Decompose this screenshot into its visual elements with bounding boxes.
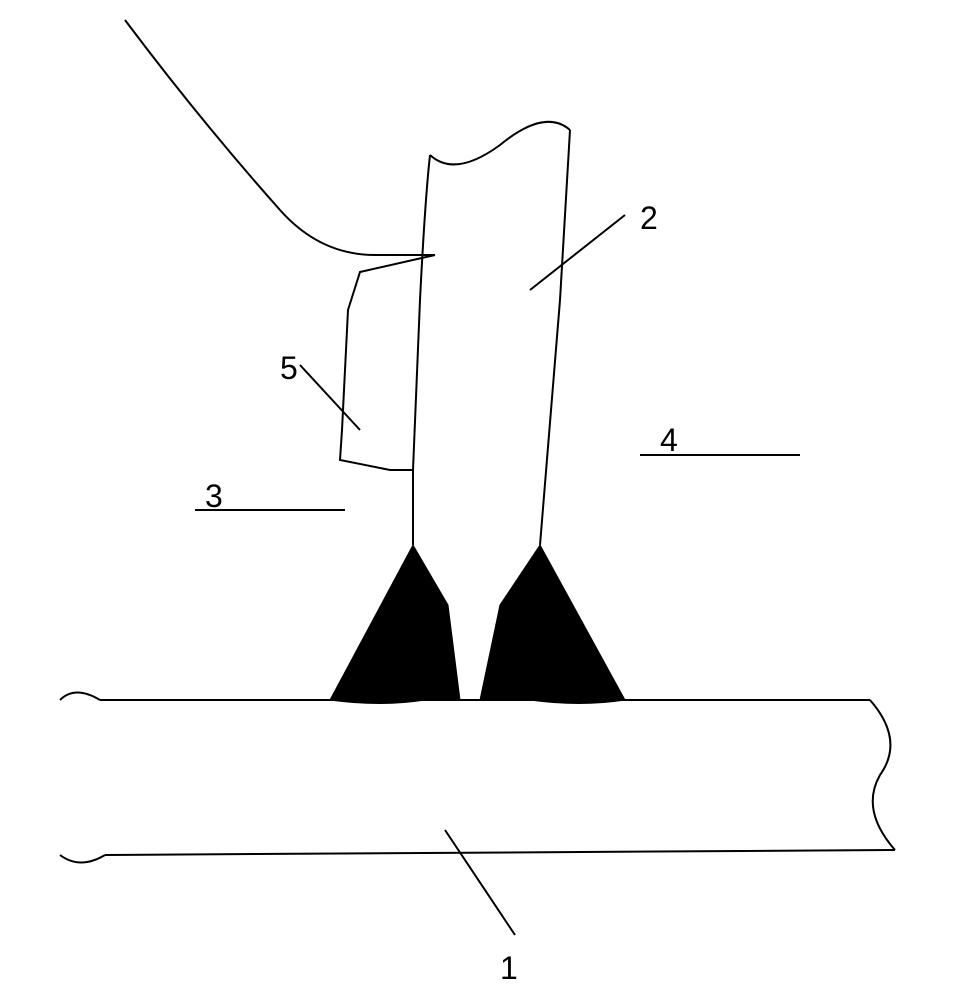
- base-plate-right-break: [870, 700, 895, 850]
- vertical-member-top-break: [430, 122, 570, 165]
- leader-lines: [125, 20, 625, 935]
- label-underlines: [195, 455, 800, 510]
- base-plate-left-break-bottom: [60, 855, 105, 863]
- weld-fillets: [330, 545, 625, 704]
- vertical-member-left-edge: [413, 155, 430, 545]
- vertical-member-right-edge: [540, 130, 570, 545]
- label-2: 2: [640, 200, 658, 237]
- leader-line-1: [445, 830, 515, 935]
- label-3: 3: [205, 478, 223, 515]
- weld-fillet-right: [480, 545, 625, 704]
- leader-line-5: [300, 365, 360, 430]
- leader-line-2: [530, 215, 625, 290]
- leader-line-bracket-curve: [125, 20, 435, 255]
- diagram-container: 1 2 3 4 5: [0, 0, 969, 1000]
- base-plate: [60, 693, 895, 863]
- label-1: 1: [500, 950, 518, 987]
- weld-fillet-left: [330, 545, 460, 704]
- label-5: 5: [280, 350, 298, 387]
- base-plate-left-break-top: [60, 693, 100, 701]
- technical-diagram-svg: [0, 0, 969, 1000]
- label-4: 4: [660, 422, 678, 459]
- base-plate-bottom-line: [105, 850, 895, 855]
- vertical-member: [413, 122, 570, 545]
